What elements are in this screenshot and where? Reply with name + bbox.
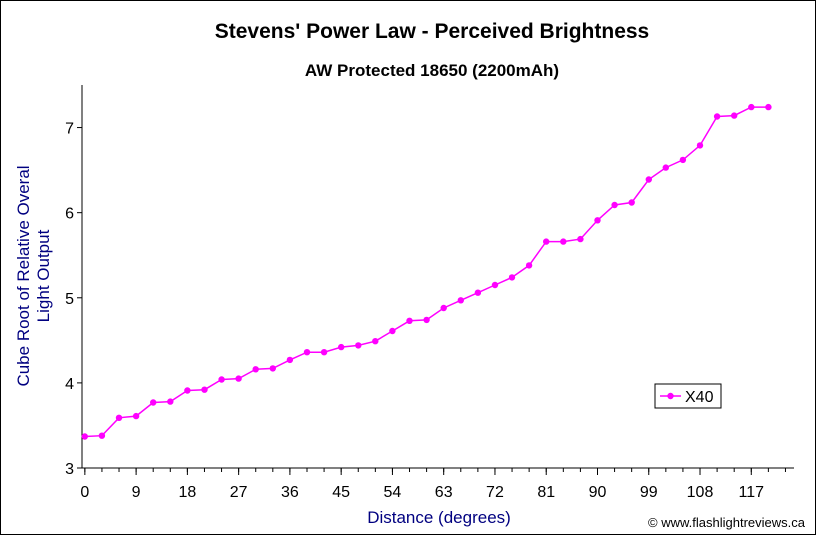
x-tick-label: 90: [589, 484, 607, 501]
data-point: [115, 414, 123, 421]
data-point: [731, 112, 738, 119]
y-tick-label: 5: [65, 291, 74, 308]
legend: X40: [654, 383, 722, 409]
y-tick-label: 6: [65, 206, 74, 223]
x-tick-label: 36: [281, 484, 299, 501]
x-tick-label: 72: [486, 484, 504, 501]
data-point: [286, 356, 294, 364]
data-point: [662, 164, 669, 171]
data-point: [679, 156, 687, 164]
x-axis-ticks: 0 9 18 27 36 45 54 63 72 81 90 99 108 117: [80, 468, 786, 501]
data-point: [628, 199, 635, 206]
y-tick-label: 4: [65, 376, 74, 393]
data-point: [577, 235, 584, 243]
data-point: [338, 343, 345, 351]
data-point: [372, 338, 379, 345]
data-point: [150, 399, 157, 406]
data-point: [611, 201, 618, 209]
data-point: [508, 274, 516, 281]
data-point: [389, 327, 396, 335]
x-tick-label: 54: [384, 484, 402, 501]
x-tick-label: 81: [537, 484, 555, 501]
series-x40: [81, 103, 772, 440]
data-point: [201, 386, 208, 393]
y-axis-title-line-1: Cube Root of Relative Overal: [14, 165, 33, 386]
y-tick-label: 3: [65, 461, 74, 478]
data-point: [765, 103, 772, 111]
data-point: [98, 432, 106, 439]
axes: [81, 85, 794, 469]
y-axis-ticks: 3 4 5 6 7: [65, 121, 82, 478]
y-tick-label: 7: [65, 121, 74, 138]
data-point: [713, 113, 721, 120]
data-point: [594, 217, 601, 224]
data-point: [218, 376, 225, 383]
data-point: [235, 375, 242, 382]
y-axis-title: Cube Root of Relative Overal Light Outpu…: [14, 165, 53, 386]
data-point: [543, 238, 550, 245]
data-point: [167, 398, 174, 405]
x-tick-label: 63: [435, 484, 453, 501]
x-tick-label: 45: [332, 484, 350, 501]
x-tick-label: 0: [80, 484, 89, 501]
y-axis-title-line-2: Light Output: [34, 229, 53, 322]
x-tick-label: 18: [178, 484, 196, 501]
data-point: [645, 176, 652, 183]
legend-label-x40: X40: [685, 389, 714, 406]
data-point: [303, 349, 311, 356]
data-point: [252, 366, 259, 373]
source-credit: © www.flashlightreviews.ca: [648, 515, 806, 530]
data-point: [406, 317, 413, 324]
data-point: [696, 142, 704, 149]
x-tick-label: 99: [640, 484, 658, 501]
data-point: [81, 433, 89, 440]
data-point: [474, 289, 482, 296]
data-point: [423, 316, 430, 324]
data-point: [491, 281, 499, 289]
x-tick-label: 9: [132, 484, 141, 501]
data-point: [355, 342, 362, 349]
data-point: [132, 412, 140, 420]
data-point: [525, 262, 533, 269]
x-tick-label: 108: [687, 484, 714, 501]
x-tick-label: 117: [739, 484, 765, 501]
data-point: [184, 387, 191, 394]
x-axis-title: Distance (degrees): [367, 508, 511, 527]
chart-title: Stevens' Power Law - Perceived Brightnes…: [215, 20, 650, 43]
data-point: [320, 349, 328, 356]
x-tick-label: 27: [230, 484, 248, 501]
series-points-x40: [81, 103, 772, 440]
legend-swatch-marker: [667, 392, 674, 400]
data-point: [457, 297, 464, 304]
data-point: [440, 304, 447, 312]
data-point: [560, 238, 567, 245]
chart-subtitle: AW Protected 18650 (2200mAh): [305, 61, 559, 80]
data-point: [269, 365, 276, 372]
data-point: [748, 103, 755, 111]
